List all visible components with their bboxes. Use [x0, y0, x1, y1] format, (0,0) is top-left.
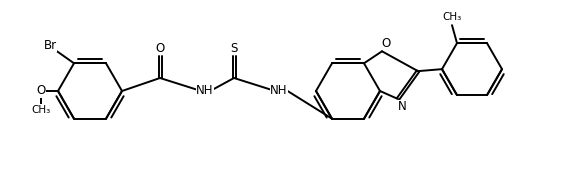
Text: CH₃: CH₃: [442, 12, 462, 22]
Text: Br: Br: [43, 39, 56, 52]
Text: N: N: [398, 100, 406, 114]
Text: O: O: [381, 37, 390, 50]
Text: CH₃: CH₃: [31, 105, 51, 115]
Text: O: O: [36, 84, 46, 98]
Text: O: O: [156, 41, 165, 54]
Text: S: S: [230, 41, 238, 54]
Text: NH: NH: [270, 84, 288, 96]
Text: NH: NH: [196, 84, 214, 96]
